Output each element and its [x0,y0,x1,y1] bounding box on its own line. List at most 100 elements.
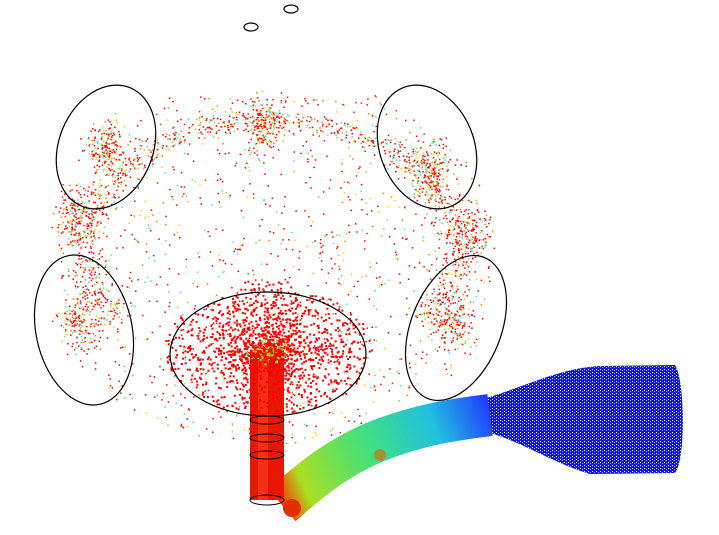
particle [369,374,371,376]
particle [490,217,492,219]
particle [488,268,490,270]
particle [191,353,193,355]
particle [203,332,205,334]
particle [446,296,448,298]
particle [61,325,63,327]
particle [218,403,220,405]
particle [222,313,224,315]
particle [99,298,101,300]
particle [263,162,265,164]
particle [140,145,142,147]
particle [341,139,343,141]
particle [77,298,79,300]
particle [236,119,238,121]
particle [83,319,85,321]
particle [389,164,391,166]
particle [196,381,198,383]
particle [264,327,266,329]
particle [437,155,439,157]
particle [436,309,438,311]
particle [435,297,437,299]
particle [69,220,71,222]
particle [74,324,76,326]
particle [353,112,355,114]
particle [150,156,152,158]
particle [486,214,488,216]
particle [115,171,117,173]
particle [342,202,344,204]
particle [198,125,200,127]
particle [206,337,208,339]
particle [455,220,457,222]
particle [415,373,417,375]
particle [116,146,118,148]
particle [336,123,338,125]
particle [99,159,101,161]
particle [399,273,401,275]
particle [95,153,97,155]
particle [146,243,148,245]
particle [260,407,262,409]
particle [459,307,461,309]
particle [408,170,410,172]
particle [199,117,201,119]
particle [73,309,75,311]
particle [415,214,417,216]
particle [453,209,455,211]
particle [449,318,451,320]
particle [144,281,146,283]
particle [337,131,339,133]
particle [92,144,94,146]
particle [384,108,386,110]
particle [323,191,325,193]
particle [250,154,252,156]
particle [368,113,370,115]
particle [254,327,256,329]
particle [450,303,452,305]
particle [92,220,94,222]
particle [342,341,344,343]
particle [424,160,426,162]
particle [462,333,464,335]
particle [440,186,442,188]
particle [306,127,308,129]
particle [464,322,466,324]
particle [353,356,355,358]
particle [114,158,116,160]
particle [329,398,331,400]
particle [80,186,82,188]
particle [261,389,263,391]
particle [127,286,129,288]
particle [282,381,284,383]
particle [271,289,273,291]
particle [404,147,406,149]
particle [230,342,232,344]
particle [283,359,285,361]
particle [255,242,256,244]
particle [394,200,396,202]
particle [413,165,415,167]
particle [478,211,480,213]
particle [110,254,112,256]
particle [345,393,347,395]
particle [237,254,239,256]
particle [226,192,228,194]
particle [315,383,317,385]
particle [339,356,341,358]
particle [80,259,82,261]
particle [69,226,71,228]
particle [289,318,291,320]
particle [230,354,232,356]
particle [60,250,62,252]
particle [223,337,225,339]
particle [440,320,442,322]
particle [318,196,320,198]
particle [349,331,351,333]
particle [265,307,267,309]
particle [258,131,260,133]
particle [150,230,152,232]
particle [62,184,64,186]
particle [242,398,244,400]
particle [80,247,82,249]
particle [98,302,100,304]
